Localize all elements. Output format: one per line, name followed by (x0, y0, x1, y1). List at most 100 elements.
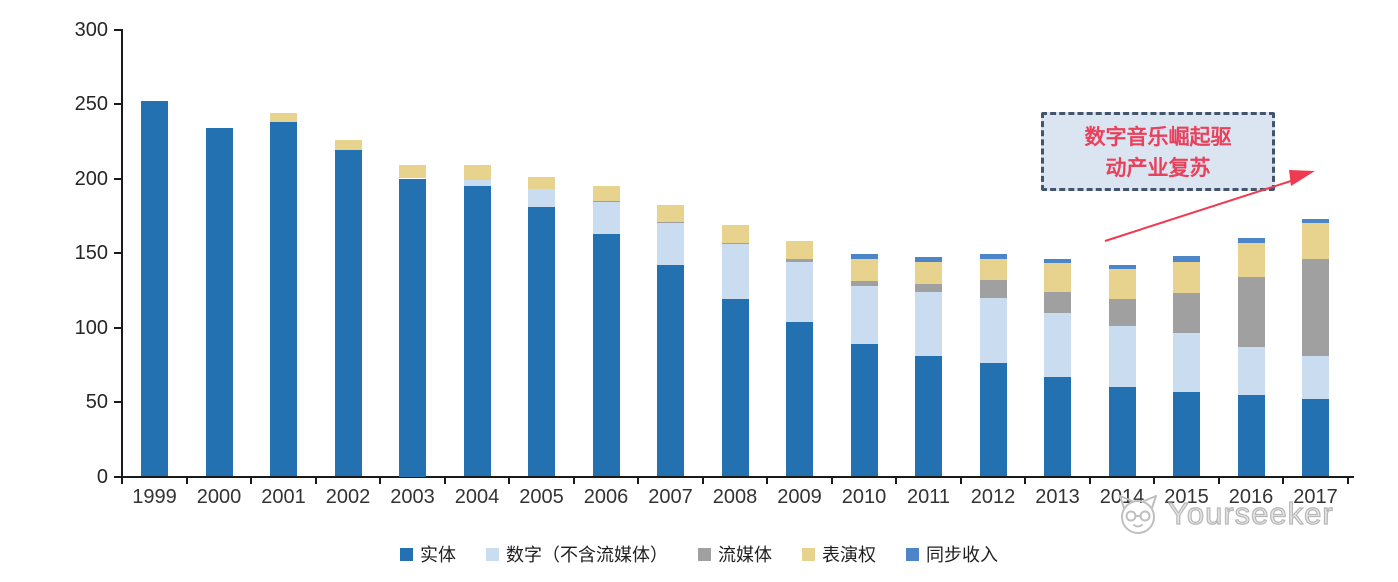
bar-segment-2014-physical (1108, 387, 1136, 477)
bar-segment-2013-sync-revenue (1044, 258, 1071, 264)
legend-item-streaming: 流媒体 (698, 541, 772, 567)
bar-segment-2002-performance-rights (334, 139, 362, 151)
x-tick (1282, 478, 1285, 484)
bar-segment-2010-physical (850, 343, 878, 477)
legend-item-performance-rights: 表演权 (802, 541, 876, 567)
bar-segment-2005-physical (528, 206, 555, 477)
x-tick (701, 478, 704, 484)
bar-segment-2014-sync-revenue (1108, 264, 1136, 270)
bar-segment-2013-streaming (1044, 291, 1071, 313)
bar-segment-2008-streaming (721, 242, 749, 245)
x-axis-label-2017: 2017 (1293, 486, 1338, 508)
bar-segment-2004-physical (463, 185, 491, 477)
bar-segment-2006-streaming (592, 200, 620, 203)
annotation-callout: 数字音乐崛起驱 动产业复苏 (1041, 112, 1275, 191)
x-axis-label-2011: 2011 (906, 486, 950, 508)
legend-swatch-digital-excl-streaming (486, 547, 499, 561)
bar-segment-2017-performance-rights (1302, 223, 1329, 259)
x-axis-line (114, 476, 1354, 478)
y-tick-100 (114, 326, 122, 329)
bar-segment-2002-physical (334, 150, 362, 477)
bar-segment-2010-sync-revenue (850, 254, 878, 259)
bar-segment-2004-performance-rights (463, 165, 491, 180)
bar-segment-2010-performance-rights (850, 258, 878, 282)
bar-segment-2013-physical (1044, 376, 1071, 477)
x-axis-label-2016: 2016 (1228, 486, 1274, 508)
annotation-line2: 动产业复苏 (1105, 154, 1211, 180)
x-tick (250, 478, 253, 484)
x-axis-label-2002: 2002 (325, 486, 371, 508)
bar-segment-2014-streaming (1108, 299, 1136, 326)
bar-segment-2008-digital-excl-streaming (721, 244, 749, 300)
bar-segment-2009-digital-excl-streaming (786, 261, 813, 322)
legend-item-sync-revenue: 同步收入 (906, 541, 998, 567)
bar-segment-2014-performance-rights (1108, 269, 1136, 300)
y-axis-label: 100 (74, 316, 108, 339)
x-tick (572, 478, 575, 484)
y-tick-200 (114, 177, 122, 180)
x-tick (766, 478, 769, 484)
legend-swatch-physical (400, 547, 413, 561)
x-tick (508, 478, 511, 484)
bar-segment-2006-digital-excl-streaming (592, 202, 620, 234)
bar-segment-2001-performance-rights (270, 112, 297, 122)
x-axis-label-2006: 2006 (583, 486, 629, 508)
legend-label-sync-revenue: 同步收入 (926, 545, 998, 566)
x-tick (1346, 478, 1349, 484)
x-tick (379, 478, 382, 484)
legend-label-digital-excl-streaming: 数字（不含流媒体） (506, 545, 668, 566)
y-axis-label: 50 (85, 391, 108, 413)
bar-segment-2015-performance-rights (1173, 261, 1200, 294)
bar-segment-2016-streaming (1237, 276, 1265, 347)
bar-segment-2007-physical (657, 264, 684, 477)
bar-segment-2012-streaming (979, 279, 1007, 298)
x-tick (637, 478, 640, 484)
y-tick-300 (114, 28, 122, 31)
x-axis-label-2008: 2008 (712, 486, 758, 508)
x-axis-label-2007: 2007 (648, 486, 693, 508)
x-tick (185, 478, 188, 484)
legend-label-performance-rights: 表演权 (822, 545, 876, 566)
x-tick (121, 478, 124, 484)
y-axis-label: 0 (96, 465, 108, 488)
bar-segment-2013-performance-rights (1044, 263, 1071, 292)
bar-segment-2015-sync-revenue (1173, 255, 1200, 262)
bar-segment-2003-physical (399, 178, 426, 477)
legend: 实体 数字（不含流媒体） 流媒体 表演权 同步收入 (0, 541, 1398, 567)
y-tick-0 (114, 475, 122, 478)
x-tick (1217, 478, 1220, 484)
bar-segment-2008-physical (721, 299, 749, 477)
bar-segment-2012-sync-revenue (979, 254, 1007, 259)
x-tick (443, 478, 446, 484)
bar-segment-2012-digital-excl-streaming (979, 297, 1007, 364)
x-axis-label-2015: 2015 (1164, 486, 1209, 508)
bar-segment-2014-digital-excl-streaming (1108, 326, 1136, 388)
bar-segment-2007-digital-excl-streaming (657, 223, 684, 265)
x-tick (830, 478, 833, 484)
bar-segment-2006-performance-rights (592, 185, 620, 201)
bar-segment-2008-performance-rights (721, 224, 749, 243)
bar-segment-2015-streaming (1173, 293, 1200, 334)
x-axis-label-2009: 2009 (777, 486, 822, 508)
bar-segment-2017-physical (1302, 399, 1329, 477)
legend-swatch-sync-revenue (906, 547, 919, 561)
bar-segment-2007-streaming (657, 221, 684, 224)
legend-label-physical: 实体 (420, 545, 456, 566)
x-axis-label-2003: 2003 (390, 486, 435, 508)
bar-segment-2010-digital-excl-streaming (850, 285, 878, 344)
bar-segment-2010-streaming (850, 281, 878, 286)
x-tick (314, 478, 317, 484)
bar-segment-2011-sync-revenue (915, 257, 942, 262)
bar-segment-2016-sync-revenue (1237, 238, 1265, 243)
watermark: Yourseeker (1112, 488, 1334, 540)
yourseeker-cat-logo-icon (1119, 495, 1157, 534)
bar-segment-2000-physical (205, 127, 233, 477)
bar-segment-2015-digital-excl-streaming (1173, 333, 1200, 392)
x-axis-label-1999: 1999 (132, 486, 177, 508)
bar-segment-2006-physical (592, 233, 620, 477)
x-axis-label-2001: 2001 (261, 486, 306, 508)
legend-label-streaming: 流媒体 (718, 545, 772, 566)
bar-segment-2011-digital-excl-streaming (915, 291, 942, 356)
watermark-text: Yourseeker (1167, 495, 1334, 531)
